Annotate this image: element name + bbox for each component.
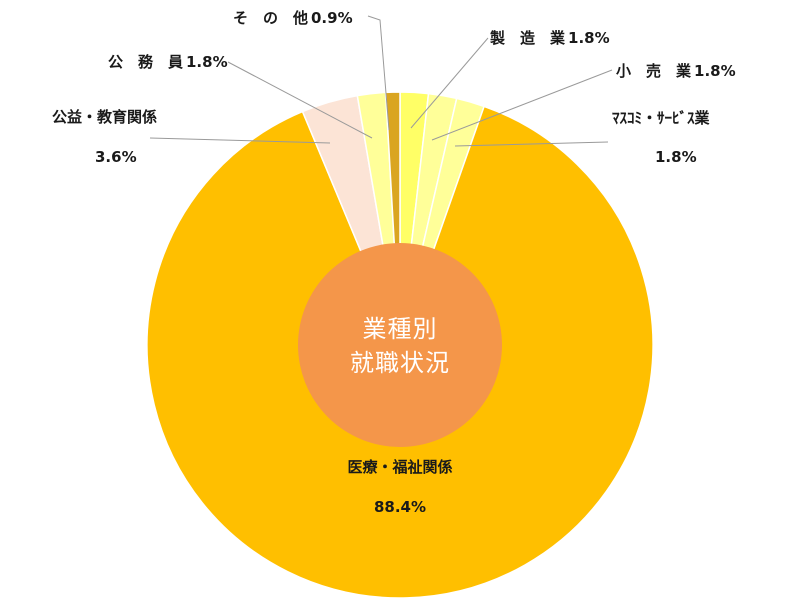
slice-label-civil-servant: 公 務 員 <box>108 53 183 71</box>
leader-lines <box>149 15 613 147</box>
leader-line-other <box>367 15 390 131</box>
center-label: 業種別 就職状況 <box>350 315 450 377</box>
slice-value-media-service: 1.8% <box>655 148 697 166</box>
leader-line-manufacturing <box>410 37 489 129</box>
slice-label-media-service: ﾏｽｺﾐ・ｻｰﾋﾞｽ業 <box>612 109 711 127</box>
leader-line-retail <box>431 69 613 141</box>
slice-value-medical: 88.4% <box>374 498 426 516</box>
center-label-line-1: 業種別 <box>363 315 438 343</box>
slice-label-retail: 小 売 業 <box>616 62 692 80</box>
slice-label-manufacturing: 製 造 業 <box>489 29 566 47</box>
leader-line-media-service <box>454 141 609 147</box>
leader-line-civil-servant <box>227 61 373 139</box>
slice-labels: 医療・福祉関係 88.4% 公益・教育関係 3.6% 公 務 員 1.8% そ … <box>52 9 736 516</box>
slice-label-public-education: 公益・教育関係 <box>52 108 157 126</box>
slice-value-civil-servant: 1.8% <box>186 53 228 71</box>
slice-value-retail: 1.8% <box>694 62 736 80</box>
center-label-line-2: 就職状況 <box>350 349 450 377</box>
slice-label-other: そ の 他 <box>233 9 308 27</box>
slice-value-manufacturing: 1.8% <box>568 29 610 47</box>
slice-value-other: 0.9% <box>311 9 353 27</box>
donut-center <box>298 243 502 447</box>
leader-line-public-education <box>149 137 331 144</box>
slice-value-public-education: 3.6% <box>95 148 137 166</box>
slice-label-medical: 医療・福祉関係 <box>347 458 452 476</box>
